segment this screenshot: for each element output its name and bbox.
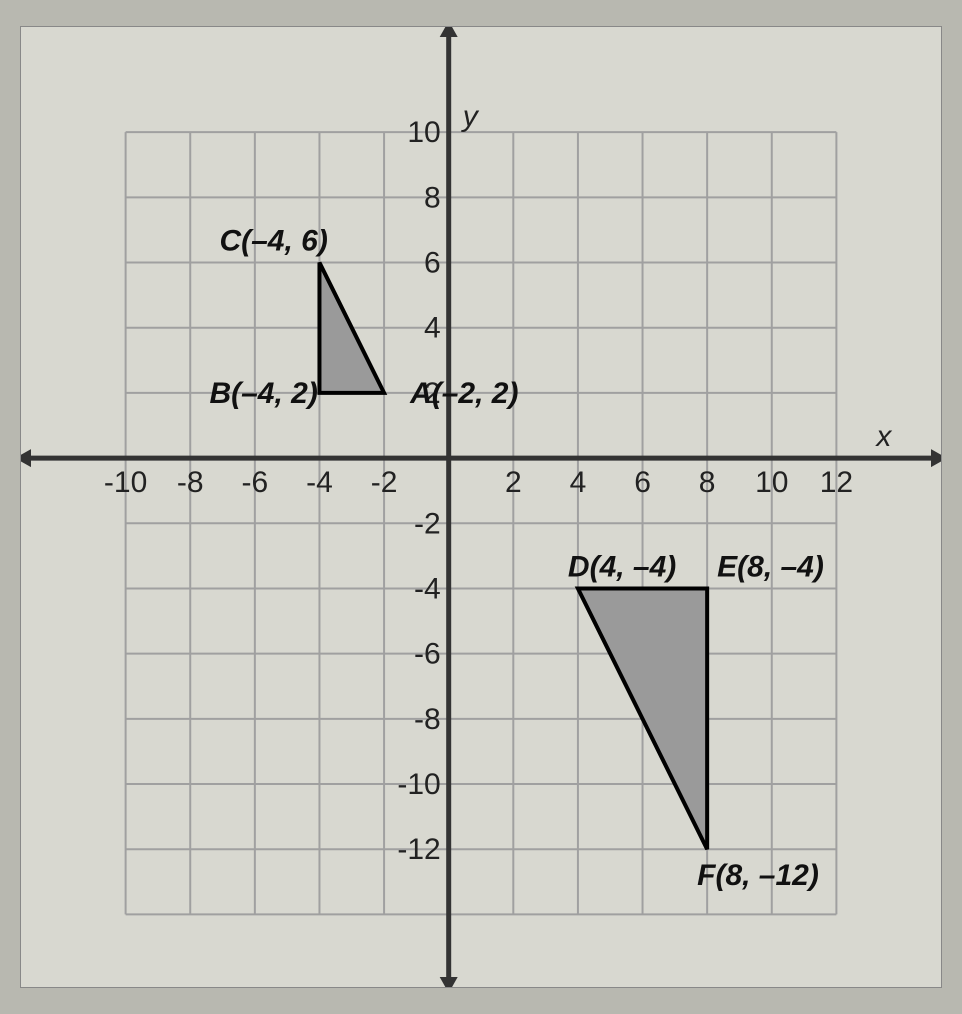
y-tick-label: -6	[414, 638, 441, 671]
x-tick-label: 8	[699, 466, 716, 499]
y-tick-label: 4	[424, 312, 441, 345]
y-tick-label: -12	[397, 833, 440, 866]
x-tick-label: 4	[570, 466, 587, 499]
y-tick-label: 10	[407, 116, 440, 149]
x-tick-label: -10	[104, 466, 147, 499]
y-tick-label: -4	[414, 572, 441, 605]
point-label-e: E(8, –4)	[717, 550, 824, 583]
y-tick-label: 8	[424, 181, 441, 214]
y-tick-label: -8	[414, 703, 441, 736]
y-tick-label: -10	[397, 768, 440, 801]
x-tick-label: 2	[505, 466, 522, 499]
plot-svg: -10-8-6-4-224681012246810-2-4-6-8-10-12y…	[21, 27, 941, 987]
coordinate-plane-chart: -10-8-6-4-224681012246810-2-4-6-8-10-12y…	[20, 26, 942, 988]
y-tick-label: 6	[424, 247, 441, 280]
x-tick-label: -6	[242, 466, 269, 499]
x-tick-label: -2	[371, 466, 398, 499]
point-label-c: C(–4, 6)	[219, 225, 327, 258]
x-tick-label: -4	[306, 466, 333, 499]
point-label-b: B(–4, 2)	[209, 377, 317, 410]
y-axis-label: y	[461, 100, 480, 133]
x-axis-label: x	[874, 420, 892, 453]
x-tick-label: 6	[634, 466, 651, 499]
x-tick-label: 12	[820, 466, 853, 499]
x-tick-label: -8	[177, 466, 204, 499]
point-label-f: F(8, –12)	[697, 859, 819, 892]
point-label-a: A(–2, 2)	[409, 377, 518, 410]
point-label-d: D(4, –4)	[568, 550, 676, 583]
y-tick-label: -2	[414, 507, 441, 540]
x-tick-label: 10	[755, 466, 788, 499]
